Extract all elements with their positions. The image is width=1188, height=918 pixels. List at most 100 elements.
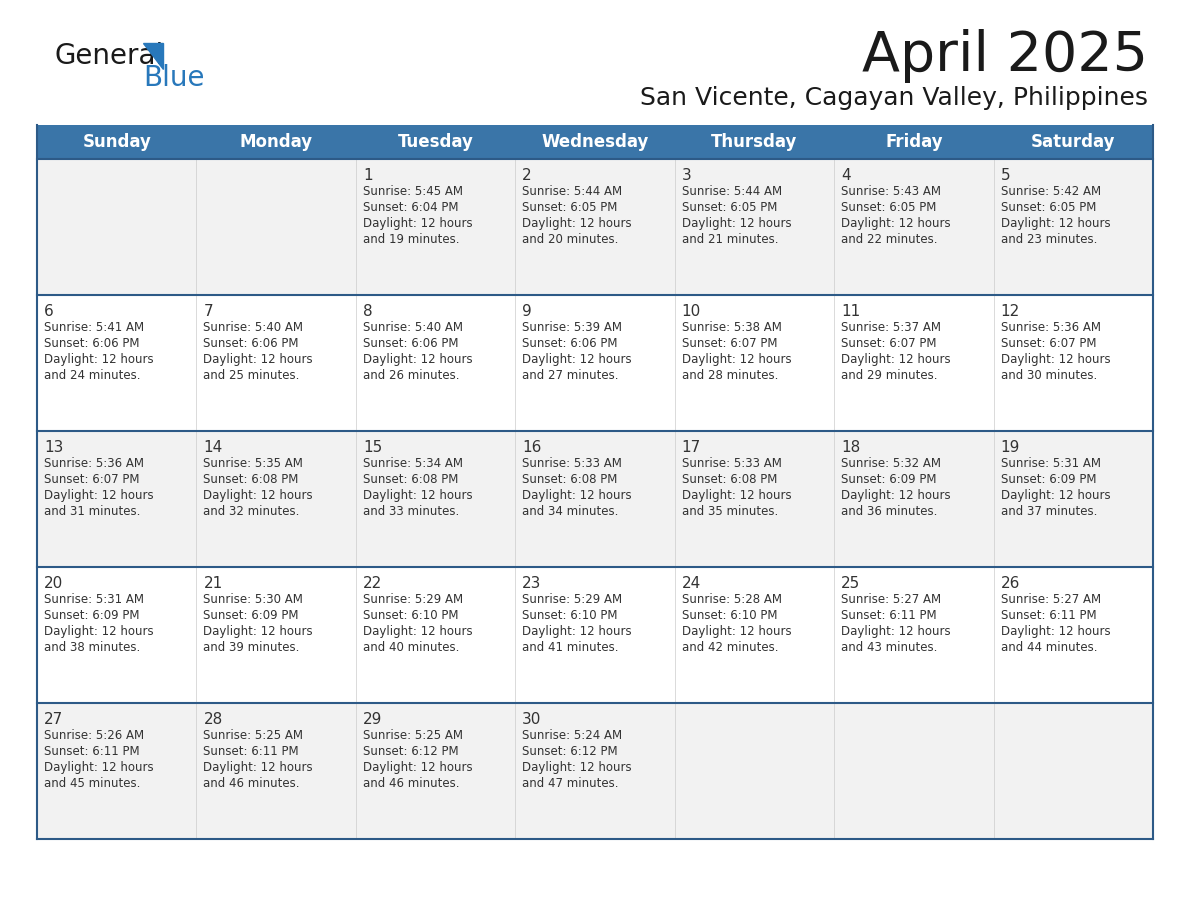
Text: Sunrise: 5:26 AM: Sunrise: 5:26 AM	[44, 729, 144, 742]
Text: Sunrise: 5:36 AM: Sunrise: 5:36 AM	[44, 457, 144, 470]
Text: and 26 minutes.: and 26 minutes.	[362, 369, 460, 382]
Bar	[37, 295, 1154, 431]
Text: Daylight: 12 hours: Daylight: 12 hours	[362, 353, 473, 366]
Text: 30: 30	[523, 712, 542, 727]
Text: 21: 21	[203, 576, 222, 591]
Text: Monday: Monday	[240, 133, 312, 151]
Text: Daylight: 12 hours: Daylight: 12 hours	[682, 489, 791, 502]
Text: and 24 minutes.: and 24 minutes.	[44, 369, 140, 382]
Text: General: General	[55, 42, 164, 70]
Text: and 23 minutes.: and 23 minutes.	[1000, 233, 1097, 246]
Text: Sunset: 6:08 PM: Sunset: 6:08 PM	[523, 473, 618, 486]
Text: Sunrise: 5:25 AM: Sunrise: 5:25 AM	[203, 729, 303, 742]
Text: Daylight: 12 hours: Daylight: 12 hours	[682, 625, 791, 638]
Text: and 36 minutes.: and 36 minutes.	[841, 505, 937, 518]
Text: Sunset: 6:09 PM: Sunset: 6:09 PM	[841, 473, 936, 486]
Text: Sunset: 6:12 PM: Sunset: 6:12 PM	[362, 745, 459, 758]
Text: and 39 minutes.: and 39 minutes.	[203, 641, 299, 654]
Text: Sunset: 6:10 PM: Sunset: 6:10 PM	[523, 609, 618, 622]
Text: and 33 minutes.: and 33 minutes.	[362, 505, 459, 518]
Text: 14: 14	[203, 440, 222, 455]
Text: 19: 19	[1000, 440, 1020, 455]
Text: Sunday: Sunday	[82, 133, 151, 151]
Polygon shape	[143, 43, 163, 69]
Text: Daylight: 12 hours: Daylight: 12 hours	[1000, 489, 1111, 502]
Text: Sunset: 6:08 PM: Sunset: 6:08 PM	[203, 473, 299, 486]
Text: Sunset: 6:10 PM: Sunset: 6:10 PM	[682, 609, 777, 622]
Text: Daylight: 12 hours: Daylight: 12 hours	[362, 761, 473, 774]
Text: Sunrise: 5:33 AM: Sunrise: 5:33 AM	[682, 457, 782, 470]
Text: and 38 minutes.: and 38 minutes.	[44, 641, 140, 654]
Text: and 43 minutes.: and 43 minutes.	[841, 641, 937, 654]
Text: and 29 minutes.: and 29 minutes.	[841, 369, 937, 382]
Text: 16: 16	[523, 440, 542, 455]
Text: Sunrise: 5:38 AM: Sunrise: 5:38 AM	[682, 321, 782, 334]
Text: Sunrise: 5:29 AM: Sunrise: 5:29 AM	[362, 593, 463, 606]
Bar	[37, 703, 1154, 839]
Text: Sunrise: 5:25 AM: Sunrise: 5:25 AM	[362, 729, 463, 742]
Text: and 28 minutes.: and 28 minutes.	[682, 369, 778, 382]
Text: Sunset: 6:11 PM: Sunset: 6:11 PM	[1000, 609, 1097, 622]
Text: and 46 minutes.: and 46 minutes.	[362, 777, 460, 790]
Text: Sunset: 6:10 PM: Sunset: 6:10 PM	[362, 609, 459, 622]
Text: 22: 22	[362, 576, 383, 591]
Text: 7: 7	[203, 304, 213, 319]
Text: Daylight: 12 hours: Daylight: 12 hours	[841, 625, 950, 638]
Text: and 47 minutes.: and 47 minutes.	[523, 777, 619, 790]
Text: 18: 18	[841, 440, 860, 455]
Text: Sunset: 6:06 PM: Sunset: 6:06 PM	[44, 337, 139, 350]
Text: Daylight: 12 hours: Daylight: 12 hours	[203, 761, 314, 774]
Text: Daylight: 12 hours: Daylight: 12 hours	[523, 761, 632, 774]
Text: Sunset: 6:09 PM: Sunset: 6:09 PM	[44, 609, 139, 622]
Text: 29: 29	[362, 712, 383, 727]
Text: Sunset: 6:11 PM: Sunset: 6:11 PM	[203, 745, 299, 758]
Text: Sunset: 6:05 PM: Sunset: 6:05 PM	[682, 201, 777, 214]
Text: Sunrise: 5:24 AM: Sunrise: 5:24 AM	[523, 729, 623, 742]
Text: Daylight: 12 hours: Daylight: 12 hours	[203, 353, 314, 366]
Text: and 45 minutes.: and 45 minutes.	[44, 777, 140, 790]
Text: Sunrise: 5:28 AM: Sunrise: 5:28 AM	[682, 593, 782, 606]
Text: Sunrise: 5:39 AM: Sunrise: 5:39 AM	[523, 321, 623, 334]
Text: Sunrise: 5:34 AM: Sunrise: 5:34 AM	[362, 457, 463, 470]
Text: Wednesday: Wednesday	[542, 133, 649, 151]
Text: 13: 13	[44, 440, 63, 455]
Text: Sunset: 6:07 PM: Sunset: 6:07 PM	[682, 337, 777, 350]
Text: Sunrise: 5:42 AM: Sunrise: 5:42 AM	[1000, 185, 1101, 198]
Text: and 19 minutes.: and 19 minutes.	[362, 233, 460, 246]
Text: Sunset: 6:07 PM: Sunset: 6:07 PM	[841, 337, 936, 350]
Text: and 35 minutes.: and 35 minutes.	[682, 505, 778, 518]
Text: 15: 15	[362, 440, 383, 455]
Text: Sunset: 6:11 PM: Sunset: 6:11 PM	[841, 609, 937, 622]
Text: 4: 4	[841, 168, 851, 183]
Text: Daylight: 12 hours: Daylight: 12 hours	[841, 489, 950, 502]
Text: Sunset: 6:04 PM: Sunset: 6:04 PM	[362, 201, 459, 214]
Text: Daylight: 12 hours: Daylight: 12 hours	[203, 625, 314, 638]
Text: Sunset: 6:05 PM: Sunset: 6:05 PM	[523, 201, 618, 214]
Text: Daylight: 12 hours: Daylight: 12 hours	[841, 353, 950, 366]
Text: and 25 minutes.: and 25 minutes.	[203, 369, 299, 382]
Text: Daylight: 12 hours: Daylight: 12 hours	[1000, 625, 1111, 638]
Text: 24: 24	[682, 576, 701, 591]
Text: Sunrise: 5:40 AM: Sunrise: 5:40 AM	[203, 321, 303, 334]
Text: Daylight: 12 hours: Daylight: 12 hours	[682, 353, 791, 366]
Text: Friday: Friday	[885, 133, 942, 151]
Text: Sunset: 6:12 PM: Sunset: 6:12 PM	[523, 745, 618, 758]
Text: Daylight: 12 hours: Daylight: 12 hours	[203, 489, 314, 502]
Text: Thursday: Thursday	[712, 133, 797, 151]
Text: Sunrise: 5:31 AM: Sunrise: 5:31 AM	[44, 593, 144, 606]
Text: Sunset: 6:06 PM: Sunset: 6:06 PM	[523, 337, 618, 350]
Text: and 44 minutes.: and 44 minutes.	[1000, 641, 1097, 654]
Text: and 37 minutes.: and 37 minutes.	[1000, 505, 1097, 518]
Text: and 46 minutes.: and 46 minutes.	[203, 777, 299, 790]
Text: San Vicente, Cagayan Valley, Philippines: San Vicente, Cagayan Valley, Philippines	[640, 86, 1148, 110]
Text: Sunrise: 5:36 AM: Sunrise: 5:36 AM	[1000, 321, 1100, 334]
Text: Sunset: 6:06 PM: Sunset: 6:06 PM	[362, 337, 459, 350]
Text: Daylight: 12 hours: Daylight: 12 hours	[44, 489, 153, 502]
Bar	[37, 159, 1154, 295]
Text: and 41 minutes.: and 41 minutes.	[523, 641, 619, 654]
Text: Sunset: 6:11 PM: Sunset: 6:11 PM	[44, 745, 140, 758]
Text: Daylight: 12 hours: Daylight: 12 hours	[1000, 217, 1111, 230]
Text: Sunrise: 5:32 AM: Sunrise: 5:32 AM	[841, 457, 941, 470]
Text: Sunset: 6:05 PM: Sunset: 6:05 PM	[1000, 201, 1097, 214]
Text: and 27 minutes.: and 27 minutes.	[523, 369, 619, 382]
